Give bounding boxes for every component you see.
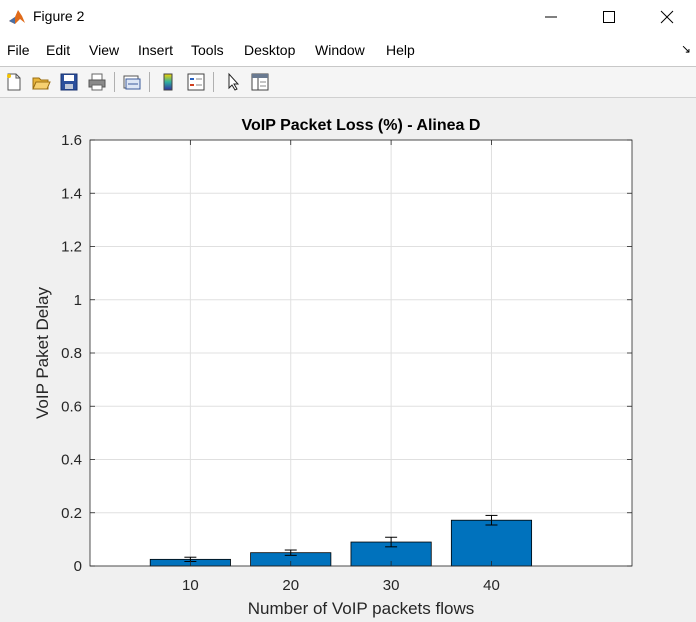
menu-edit[interactable]: Edit: [46, 42, 71, 58]
close-icon: [660, 10, 674, 24]
figure-canvas: 0 0.2 0.4 0.6 0.8 1 1.2 1.4 1.6 10 20 30 40 VoIP Pack…: [0, 98, 696, 622]
insert-legend-icon: [187, 73, 205, 91]
menu-window[interactable]: Window: [315, 42, 365, 58]
toolbar-separator: [114, 72, 115, 92]
y-axis-label: VoIP Paket Delay: [33, 287, 52, 419]
toolbar-separator: [149, 72, 150, 92]
y-tick-label: 1.4: [61, 185, 82, 202]
open-file-button[interactable]: [29, 70, 53, 94]
window-title: Figure 2: [33, 8, 85, 24]
toolbar-separator: [213, 72, 214, 92]
print-icon: [88, 73, 106, 91]
y-tick-label: 0.4: [61, 452, 82, 469]
y-tick-label: 0.2: [61, 505, 82, 522]
y-tick-label: 0.6: [61, 398, 82, 415]
close-button[interactable]: [638, 0, 696, 34]
menu-desktop[interactable]: Desktop: [244, 42, 296, 58]
y-tick-label: 0: [74, 558, 82, 575]
figure-toolbar: [0, 67, 696, 98]
menu-bar: File Edit View Insert Tools Desktop Wind…: [0, 34, 696, 67]
insert-colorbar-button[interactable]: [156, 70, 180, 94]
link-plot-icon: [123, 75, 141, 90]
matlab-logo-icon: [7, 7, 27, 27]
save-icon: [60, 73, 78, 91]
menu-help[interactable]: Help: [386, 42, 415, 58]
menu-file[interactable]: File: [7, 42, 30, 58]
x-tick-label: 20: [282, 577, 299, 594]
x-tick-label: 40: [483, 577, 500, 594]
x-tick-label: 10: [182, 577, 199, 594]
new-figure-icon: [7, 73, 21, 91]
maximize-button[interactable]: [580, 0, 638, 34]
bar[interactable]: [450, 519, 533, 567]
title-bar: Figure 2: [0, 0, 696, 34]
edit-plot-button[interactable]: [222, 70, 246, 94]
new-figure-button[interactable]: [2, 70, 26, 94]
open-file-icon: [32, 77, 51, 90]
link-plot-button[interactable]: [120, 70, 144, 94]
insert-legend-button[interactable]: [184, 70, 208, 94]
property-inspector-button[interactable]: [248, 70, 272, 94]
insert-colorbar-icon: [163, 73, 173, 91]
chart-title: VoIP Packet Loss (%) - Alinea D: [242, 117, 481, 134]
property-inspector-icon: [251, 73, 269, 91]
menu-view[interactable]: View: [89, 42, 120, 58]
dock-figure-icon[interactable]: ↘: [681, 42, 692, 56]
save-button[interactable]: [57, 70, 81, 94]
menu-tools[interactable]: Tools: [191, 42, 224, 58]
maximize-icon: [603, 11, 615, 23]
minimize-button[interactable]: [522, 0, 580, 34]
y-tick-label: 0.8: [61, 345, 82, 362]
menu-insert[interactable]: Insert: [138, 42, 174, 58]
edit-plot-cursor-icon: [228, 72, 240, 91]
x-axis-label: Number of VoIP packets flows: [248, 599, 474, 618]
x-tick-label: 30: [383, 577, 400, 594]
bar-chart: 0 0.2 0.4 0.6 0.8 1 1.2 1.4 1.6 10 20 30 40 VoIP Pack…: [33, 117, 633, 618]
y-tick-label: 1.6: [61, 132, 82, 149]
print-button[interactable]: [85, 70, 109, 94]
y-tick-label: 1: [74, 292, 82, 309]
y-tick-label: 1.2: [61, 239, 82, 256]
minimize-icon: [545, 16, 557, 18]
